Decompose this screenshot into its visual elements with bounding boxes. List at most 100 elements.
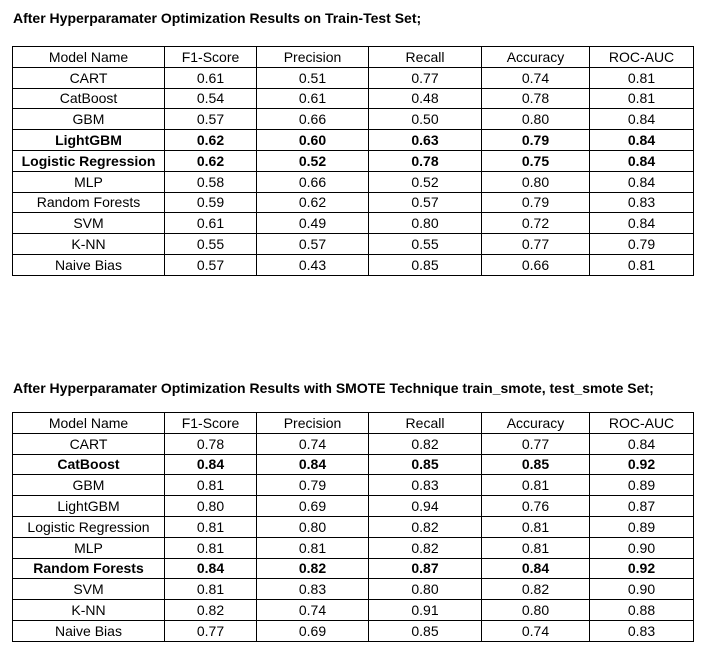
cell-f1-score: 0.54 — [164, 87, 257, 110]
cell-precision: 0.60 — [256, 129, 369, 151]
cell-model-name: CART — [12, 432, 165, 455]
column-header-accuracy: Accuracy — [481, 412, 590, 434]
cell-model-name: CART — [12, 66, 165, 89]
cell-model-name: Logistic Regression — [12, 149, 165, 172]
table-row: MLP 0.58 0.66 0.52 0.80 0.84 — [12, 170, 694, 193]
cell-accuracy: 0.80 — [481, 108, 590, 131]
cell-roc-auc: 0.81 — [589, 253, 694, 276]
cell-roc-auc: 0.84 — [589, 212, 694, 235]
cell-f1-score: 0.84 — [164, 453, 257, 476]
cell-model-name: K-NN — [12, 599, 165, 621]
cell-precision: 0.43 — [256, 253, 369, 276]
column-header-precision: Precision — [256, 46, 369, 68]
cell-f1-score: 0.84 — [164, 557, 257, 580]
cell-model-name: Random Forests — [12, 557, 165, 580]
cell-f1-score: 0.81 — [164, 536, 257, 559]
table-row: Random Forests 0.84 0.82 0.87 0.84 0.92 — [12, 557, 694, 580]
cell-accuracy: 0.66 — [481, 253, 590, 276]
results-table-train-test: Model Name F1-Score Precision Recall Acc… — [12, 46, 694, 276]
cell-recall: 0.91 — [368, 599, 482, 621]
cell-roc-auc: 0.83 — [589, 191, 694, 214]
cell-accuracy: 0.81 — [481, 515, 590, 538]
cell-recall: 0.85 — [368, 619, 482, 642]
cell-recall: 0.77 — [368, 66, 482, 89]
cell-accuracy: 0.76 — [481, 495, 590, 517]
cell-precision: 0.52 — [256, 149, 369, 172]
cell-recall: 0.85 — [368, 253, 482, 276]
cell-recall: 0.52 — [368, 170, 482, 193]
cell-model-name: SVM — [12, 212, 165, 235]
cell-precision: 0.83 — [256, 578, 369, 601]
column-header-model-name: Model Name — [12, 412, 165, 434]
column-header-recall: Recall — [368, 46, 482, 68]
cell-accuracy: 0.79 — [481, 191, 590, 214]
cell-precision: 0.69 — [256, 619, 369, 642]
table-row: SVM 0.81 0.83 0.80 0.82 0.90 — [12, 578, 694, 601]
cell-accuracy: 0.72 — [481, 212, 590, 235]
cell-precision: 0.74 — [256, 432, 369, 455]
section-title-smote: After Hyperparamater Optimization Result… — [13, 380, 654, 396]
cell-precision: 0.66 — [256, 170, 369, 193]
cell-model-name: CatBoost — [12, 87, 165, 110]
cell-recall: 0.82 — [368, 536, 482, 559]
cell-accuracy: 0.79 — [481, 129, 590, 151]
cell-recall: 0.83 — [368, 474, 482, 497]
table-row: CART 0.61 0.51 0.77 0.74 0.81 — [12, 66, 694, 89]
table-body: CART 0.61 0.51 0.77 0.74 0.81 CatBoost 0.54 0.61… — [12, 66, 694, 276]
cell-accuracy: 0.84 — [481, 557, 590, 580]
cell-roc-auc: 0.83 — [589, 619, 694, 642]
table-row: LightGBM 0.80 0.69 0.94 0.76 0.87 — [12, 495, 694, 517]
cell-accuracy: 0.78 — [481, 87, 590, 110]
table-row: CatBoost 0.84 0.84 0.85 0.85 0.92 — [12, 453, 694, 476]
cell-precision: 0.62 — [256, 191, 369, 214]
cell-recall: 0.80 — [368, 578, 482, 601]
table-row: Logistic Regression 0.62 0.52 0.78 0.75 0.84 — [12, 149, 694, 172]
cell-roc-auc: 0.84 — [589, 149, 694, 172]
table-row: CatBoost 0.54 0.61 0.48 0.78 0.81 — [12, 87, 694, 110]
table-row: K-NN 0.82 0.74 0.91 0.80 0.88 — [12, 599, 694, 621]
table-header-row: Model Name F1-Score Precision Recall Acc… — [12, 46, 694, 68]
column-header-recall: Recall — [368, 412, 482, 434]
table-row: GBM 0.81 0.79 0.83 0.81 0.89 — [12, 474, 694, 497]
cell-roc-auc: 0.92 — [589, 557, 694, 580]
cell-recall: 0.48 — [368, 87, 482, 110]
cell-roc-auc: 0.92 — [589, 453, 694, 476]
cell-precision: 0.49 — [256, 212, 369, 235]
cell-recall: 0.82 — [368, 515, 482, 538]
cell-recall: 0.85 — [368, 453, 482, 476]
cell-f1-score: 0.62 — [164, 149, 257, 172]
table-row: GBM 0.57 0.66 0.50 0.80 0.84 — [12, 108, 694, 131]
cell-roc-auc: 0.88 — [589, 599, 694, 621]
cell-f1-score: 0.58 — [164, 170, 257, 193]
table-row: Naive Bias 0.57 0.43 0.85 0.66 0.81 — [12, 253, 694, 276]
cell-f1-score: 0.55 — [164, 233, 257, 255]
cell-model-name: K-NN — [12, 233, 165, 255]
cell-roc-auc: 0.84 — [589, 129, 694, 151]
table-row: Logistic Regression 0.81 0.80 0.82 0.81 0.89 — [12, 515, 694, 538]
cell-f1-score: 0.81 — [164, 515, 257, 538]
cell-f1-score: 0.62 — [164, 129, 257, 151]
cell-roc-auc: 0.81 — [589, 66, 694, 89]
cell-f1-score: 0.61 — [164, 212, 257, 235]
cell-precision: 0.84 — [256, 453, 369, 476]
cell-model-name: GBM — [12, 474, 165, 497]
table-row: Random Forests 0.59 0.62 0.57 0.79 0.83 — [12, 191, 694, 214]
cell-recall: 0.55 — [368, 233, 482, 255]
column-header-f1-score: F1-Score — [164, 46, 257, 68]
cell-accuracy: 0.74 — [481, 66, 590, 89]
cell-accuracy: 0.77 — [481, 432, 590, 455]
cell-precision: 0.74 — [256, 599, 369, 621]
cell-recall: 0.63 — [368, 129, 482, 151]
table-row: CART 0.78 0.74 0.82 0.77 0.84 — [12, 432, 694, 455]
cell-roc-auc: 0.84 — [589, 432, 694, 455]
cell-model-name: Logistic Regression — [12, 515, 165, 538]
column-header-roc-auc: ROC-AUC — [589, 46, 694, 68]
cell-model-name: LightGBM — [12, 129, 165, 151]
cell-precision: 0.80 — [256, 515, 369, 538]
results-table-smote: Model Name F1-Score Precision Recall Acc… — [12, 412, 694, 642]
cell-model-name: MLP — [12, 170, 165, 193]
cell-accuracy: 0.81 — [481, 536, 590, 559]
cell-model-name: MLP — [12, 536, 165, 559]
table-header-row: Model Name F1-Score Precision Recall Acc… — [12, 412, 694, 434]
cell-model-name: CatBoost — [12, 453, 165, 476]
